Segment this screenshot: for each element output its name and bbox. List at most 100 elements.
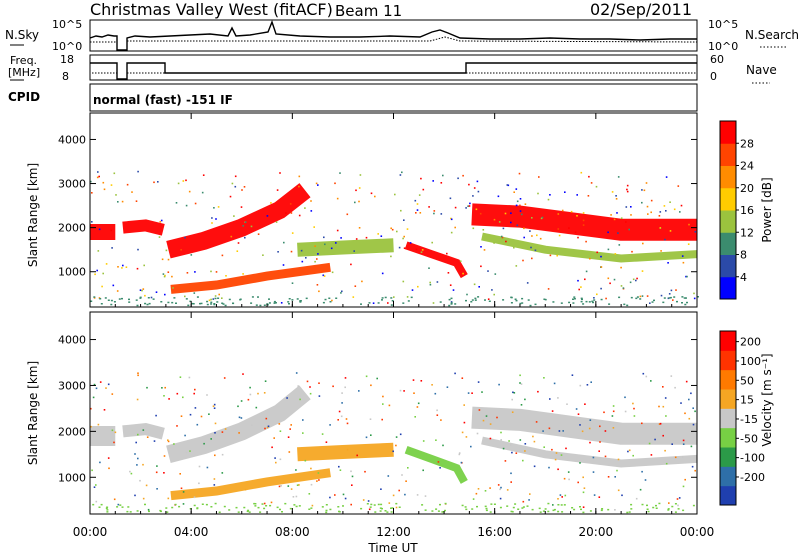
echo-speckle [462, 272, 464, 275]
echo-speckle [515, 188, 518, 190]
ground-speckle [379, 507, 382, 509]
echo-speckle [399, 389, 402, 392]
echo-speckle [156, 488, 158, 490]
echo-speckle [331, 299, 333, 302]
echo-speckle [110, 229, 113, 232]
echo-speckle [241, 189, 243, 191]
ground-speckle [308, 508, 311, 510]
ground-speckle [561, 511, 564, 513]
echo-speckle [642, 242, 644, 245]
echo-speckle [376, 377, 378, 380]
echo-speckle [198, 465, 201, 468]
echo-speckle [650, 211, 652, 214]
ground-speckle [288, 298, 291, 300]
ground-speckle [263, 304, 266, 306]
ground-speckle [139, 296, 142, 299]
echo-speckle [212, 405, 215, 407]
echo-speckle [449, 284, 452, 286]
echo-speckle [481, 391, 483, 393]
echo-speckle [494, 273, 497, 275]
nave-tick-bottom: 0 [710, 70, 717, 83]
echo-speckle [346, 422, 349, 425]
echo-speckle [270, 501, 273, 504]
echo-speckle [687, 243, 690, 245]
echo-speckle [355, 238, 358, 240]
echo-speckle [625, 221, 627, 223]
echo-speckle [621, 494, 623, 497]
echo-speckle [314, 245, 316, 247]
echo-speckle [200, 415, 203, 418]
echo-speckle [497, 195, 500, 198]
echo-speckle [358, 227, 361, 229]
echo-speckle [493, 242, 495, 244]
x-tick-label: 08:00 [275, 525, 310, 539]
ground-speckle [106, 509, 109, 511]
ground-speckle [514, 503, 517, 505]
echo-speckle [604, 430, 607, 432]
colorbar-segment [720, 427, 736, 448]
echo-speckle [395, 444, 397, 447]
echo-speckle [90, 425, 92, 428]
echo-speckle [589, 441, 591, 444]
echo-speckle [436, 281, 439, 283]
echo-speckle [121, 267, 123, 269]
echo-band [166, 385, 311, 464]
echo-speckle [499, 497, 502, 500]
echo-speckle [208, 413, 210, 415]
echo-speckle [539, 237, 542, 240]
echo-speckle [95, 387, 98, 390]
ground-speckle [439, 503, 441, 506]
ground-speckle [662, 301, 665, 304]
ground-speckle [136, 304, 139, 307]
echo-speckle [238, 432, 240, 434]
echo-speckle [476, 432, 479, 435]
echo-speckle [536, 234, 538, 237]
echo-speckle [564, 191, 566, 193]
colorbar-segment [720, 210, 736, 233]
echo-speckle [388, 404, 391, 407]
echo-speckle [280, 485, 282, 487]
ground-speckle [580, 300, 583, 303]
ground-speckle [200, 302, 203, 305]
echo-speckle [500, 439, 502, 441]
echo-speckle [513, 392, 516, 394]
echo-speckle [549, 398, 551, 400]
echo-speckle [510, 221, 512, 224]
ground-speckle [499, 506, 502, 509]
ground-speckle [568, 301, 571, 304]
ground-speckle [395, 502, 398, 505]
echo-speckle [244, 236, 246, 239]
freq-tick-bottom: 8 [62, 70, 69, 83]
echo-speckle [620, 285, 623, 287]
echo-speckle [266, 215, 269, 217]
echo-speckle [238, 416, 241, 419]
echo-speckle [358, 187, 361, 189]
echo-speckle [402, 237, 404, 240]
echo-speckle [391, 228, 394, 231]
echo-speckle [388, 502, 391, 504]
echo-speckle [446, 252, 448, 255]
echo-speckle [213, 407, 216, 409]
ground-speckle [651, 301, 654, 303]
echo-speckle [684, 478, 686, 481]
echo-speckle [102, 181, 105, 184]
ground-speckle [668, 297, 671, 299]
ground-speckle [174, 503, 177, 506]
echo-speckle [244, 488, 247, 491]
ground-speckle [636, 296, 639, 298]
nsearch-label: N.Search [745, 28, 799, 42]
echo-speckle [167, 271, 170, 273]
echo-speckle [612, 427, 615, 429]
ground-speckle [166, 511, 169, 513]
ground-speckle [600, 298, 603, 301]
echo-speckle [440, 419, 442, 421]
time-x-axis: 00:00 04:00 08:00 12:00 16:00 20:00 00:00 [73, 113, 714, 539]
echo-speckle [534, 249, 537, 252]
echo-speckle [463, 421, 466, 424]
echo-speckle [141, 289, 143, 292]
echo-speckle [242, 373, 244, 375]
ground-speckle [255, 304, 258, 306]
echo-speckle [665, 176, 668, 178]
ground-speckle [127, 506, 130, 508]
y-tick-label: 3000 [58, 178, 86, 191]
